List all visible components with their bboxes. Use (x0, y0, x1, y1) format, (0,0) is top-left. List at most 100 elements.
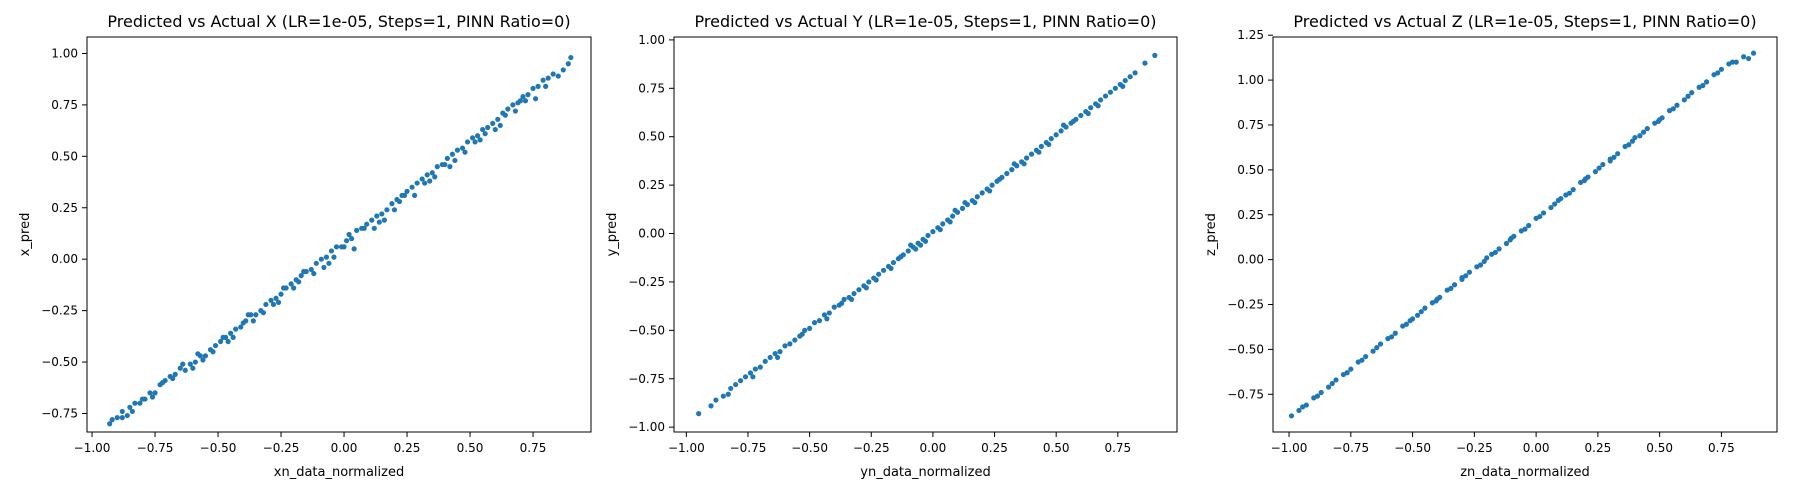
scatter-point (202, 353, 209, 359)
scatter-point (1038, 143, 1044, 149)
scatter-point (792, 337, 798, 343)
scatter-point (1344, 370, 1350, 376)
scatter-point (1700, 82, 1706, 89)
scatter-point (1314, 393, 1321, 399)
scatter-point (1607, 158, 1613, 164)
scatter-point (129, 408, 135, 415)
scatter-point (530, 85, 536, 92)
scatter-point (1729, 59, 1736, 65)
x-tick-label: 0.50 (1043, 441, 1070, 455)
scatter-point (1102, 93, 1109, 99)
scatter-point (839, 300, 845, 306)
subplot-x-axes-frame (86, 36, 592, 433)
scatter-point (1637, 133, 1643, 139)
scatter-point (1028, 151, 1035, 157)
y-tick-label: 0.25 (638, 178, 665, 192)
scatter-point (767, 354, 773, 361)
x-tick-label: 0.25 (394, 441, 421, 455)
scatter-point (728, 385, 734, 392)
scatter-point (747, 370, 754, 376)
y-tick-label: −1.00 (628, 420, 665, 434)
scatter-point (260, 310, 266, 316)
scatter-point (464, 139, 471, 145)
scatter-point (1403, 321, 1410, 327)
scatter-point (952, 207, 958, 213)
scatter-point (298, 273, 304, 279)
y-tick-label: 0.75 (1237, 118, 1264, 132)
scatter-point (1409, 316, 1416, 322)
scatter-point (1745, 55, 1752, 62)
scatter-point (816, 318, 823, 324)
scatter-point (1053, 132, 1059, 138)
scatter-point (1107, 89, 1114, 95)
scatter-point (1377, 341, 1384, 347)
scatter-point (124, 412, 130, 419)
scatter-point (230, 334, 236, 340)
scatter-point (180, 361, 186, 367)
scatter-point (917, 242, 924, 248)
scatter-point (200, 357, 206, 363)
x-tick-label: −0.25 (263, 441, 300, 455)
scatter-point (429, 170, 435, 176)
scatter-point (532, 96, 539, 102)
scatter-point (540, 77, 546, 83)
scatter-point (240, 320, 246, 326)
scatter-point (401, 192, 408, 199)
scatter-point (1670, 106, 1676, 112)
scatter-point (497, 122, 503, 129)
scatter-point (389, 201, 395, 207)
scatter-point (720, 393, 726, 399)
subplot-z-axes-frame (1272, 36, 1778, 433)
y-tick-label: 0.50 (638, 130, 665, 144)
scatter-point (447, 164, 453, 170)
scatter-point (512, 108, 519, 114)
scatter-point (1644, 125, 1650, 132)
scatter-point (472, 139, 478, 145)
scatter-point (1459, 274, 1465, 281)
scatter-point (1048, 136, 1054, 142)
scatter-point (326, 260, 332, 266)
scatter-point (1318, 389, 1324, 396)
scatter-point (1348, 366, 1354, 372)
scatter-point (1120, 83, 1126, 89)
scatter-point (1004, 170, 1010, 177)
scatter-point (1750, 50, 1757, 56)
scatter-point (452, 157, 458, 164)
x-tick-label: 0.25 (981, 441, 1008, 455)
scatter-point (459, 145, 466, 151)
y-tick-label: 0.00 (51, 252, 78, 266)
scatter-point (480, 126, 486, 133)
scatter-point (750, 374, 756, 380)
scatter-point (696, 411, 702, 417)
scatter-point (119, 415, 125, 421)
x-tick-label: −0.75 (137, 441, 174, 455)
subplot-y-ylabel: y_pred (605, 213, 620, 257)
scatter-point (1300, 404, 1306, 410)
scatter-point (107, 421, 113, 427)
y-tick-label: −0.75 (628, 372, 665, 386)
scatter-point (568, 54, 574, 61)
scatter-point (220, 334, 226, 340)
x-tick-label: 0.50 (457, 441, 484, 455)
x-tick-label: 0.50 (1646, 441, 1673, 455)
y-tick-label: 1.00 (51, 46, 78, 60)
scatter-point (772, 350, 778, 357)
scatter-point (321, 264, 327, 271)
scatter-point (114, 415, 120, 421)
scatter-point (1127, 74, 1133, 80)
scatter-point (737, 378, 744, 384)
scatter-point (419, 176, 425, 182)
scatter-point (777, 349, 783, 355)
scatter-point (1689, 90, 1695, 96)
scatter-point (821, 312, 828, 318)
x-tick-label: 0.00 (920, 441, 947, 455)
subplot-y-points (696, 52, 1158, 417)
scatter-point (139, 396, 146, 402)
subplot-z-ylabel: z_pred (1204, 213, 1219, 256)
scatter-point (550, 71, 556, 77)
subplot-x-points (107, 54, 574, 427)
scatter-point (866, 279, 872, 285)
scatter-point (462, 149, 468, 155)
subplot-z: Predicted vs Actual Z (LR=1e-05, Steps=1… (1204, 12, 1778, 480)
